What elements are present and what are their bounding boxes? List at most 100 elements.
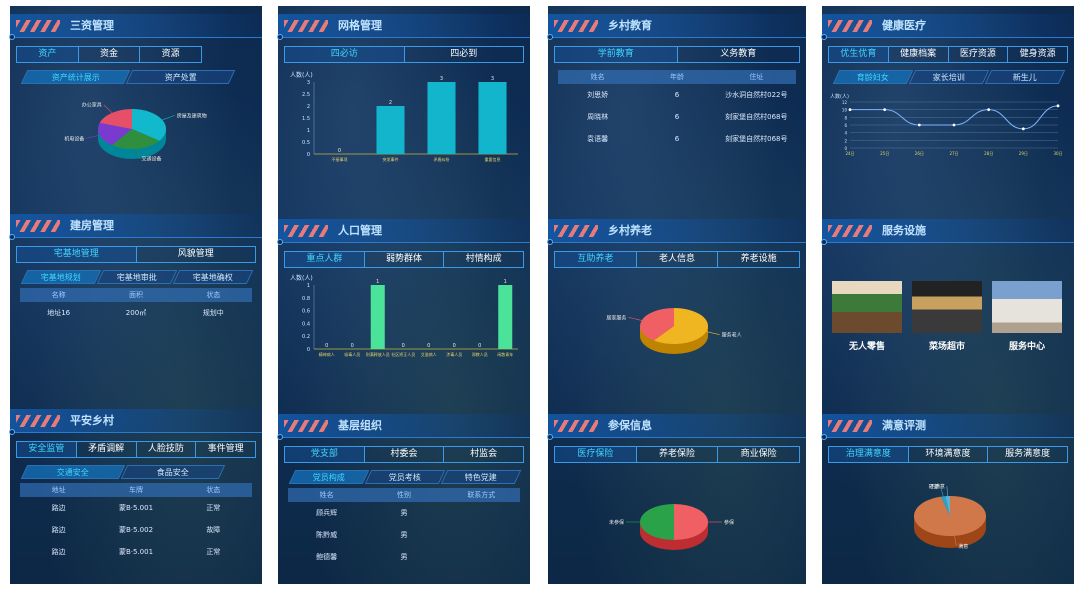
pie-slice [674, 504, 708, 540]
table-row[interactable]: 地址16 200㎡ 规划中 [20, 302, 252, 324]
tab-vulnerable-groups[interactable]: 弱势群体 [365, 252, 445, 267]
tab-village-committee[interactable]: 村委会 [365, 447, 445, 462]
subtab-food[interactable]: 食品安全 [120, 465, 226, 479]
table-row[interactable]: 陈黔威 男 [288, 524, 520, 546]
bar [370, 285, 385, 349]
tab-pension-insurance[interactable]: 养老保险 [637, 447, 719, 462]
tab-four-arrivals[interactable]: 四必到 [450, 49, 478, 59]
label-leader [86, 134, 100, 139]
tab-events[interactable]: 事件管理 [207, 444, 244, 454]
subtab-newborn[interactable]: 新生儿 [984, 70, 1066, 84]
y-tick-label: 0.2 [302, 334, 310, 340]
cell: 顾兵辉 [316, 509, 338, 517]
stripe-icon [828, 225, 872, 237]
tab-village-composition[interactable]: 村情构成 [465, 254, 502, 264]
table-header: 姓名 性别 联系方式 [288, 488, 520, 502]
panel-title: 基层组织 [338, 419, 382, 432]
data-label: 3 [440, 76, 443, 82]
tab-compulsory[interactable]: 义务教育 [720, 49, 757, 59]
corner-dot-icon [547, 34, 553, 40]
x-tick-label: 闲散青年 [497, 351, 513, 357]
unmanned-retail-image[interactable] [832, 281, 902, 333]
table-row[interactable]: 袁语馨 6 刻家堡自然村068号 [558, 128, 796, 150]
stripe-icon [284, 225, 328, 237]
subtab-asset-stats[interactable]: 资产统计展示 [20, 70, 131, 84]
subtab-party-assessment[interactable]: 党员考核 [364, 470, 446, 484]
tab-service-satisfaction[interactable]: 服务满意度 [1005, 449, 1051, 459]
tab-funds[interactable]: 资金 [79, 47, 141, 62]
cell: 男 [400, 553, 408, 561]
y-tick-label: 12 [842, 100, 848, 105]
pie-slice [640, 504, 674, 540]
panel-facilities: 服务设施 无人零售 菜场超市 服务中心 [821, 211, 1074, 401]
table-row[interactable]: 鲍德馨 男 [288, 546, 520, 568]
y-tick-label: 10 [842, 108, 848, 113]
tab-eugenics[interactable]: 优生优育 [829, 47, 889, 62]
table-row[interactable]: 周晓林 6 刻家堡自然村068号 [558, 106, 796, 128]
tab-environment-satisfaction[interactable]: 环境满意度 [909, 447, 989, 462]
subtab-party-building[interactable]: 特色党建 [440, 470, 522, 484]
tab-safety-supervision[interactable]: 安全监管 [17, 442, 77, 457]
x-tick-label: 涉毒人员 [446, 351, 462, 357]
tab-homestead[interactable]: 宅基地管理 [17, 247, 137, 262]
cell [443, 502, 520, 524]
subtab-childbearing-women[interactable]: 育龄妇女 [832, 70, 914, 84]
table-row[interactable]: 路边 蒙B·5.001 正常 [20, 497, 252, 519]
tab-fitness-resources[interactable]: 健身资源 [1019, 49, 1056, 59]
table-row[interactable]: 顾兵辉 男 [288, 502, 520, 524]
tab-assets[interactable]: 资产 [17, 47, 79, 62]
column-4: 健康医疗 优生优育 健康档案 医疗资源 健身资源 育龄妇女 家长培训 新生儿 人… [821, 6, 1074, 584]
label-leader [137, 148, 140, 159]
tab-elder-info[interactable]: 老人信息 [637, 252, 719, 267]
stripe-icon [16, 415, 60, 427]
subtab-homestead-rights[interactable]: 宅基地确权 [172, 270, 254, 284]
x-tick-label: 突发事件 [383, 156, 399, 162]
tab-four-visits[interactable]: 四必访 [285, 47, 405, 62]
tab-governance-satisfaction[interactable]: 治理满意度 [829, 447, 909, 462]
tab-key-groups[interactable]: 重点人群 [285, 252, 365, 267]
cell [443, 546, 520, 568]
subtab-homestead-plan[interactable]: 宅基地规划 [20, 270, 102, 284]
data-point [987, 108, 991, 112]
y-axis-label: 人数(人) [290, 274, 313, 282]
tab-style[interactable]: 风貌管理 [177, 249, 214, 259]
tab-face-security[interactable]: 人脸技防 [137, 442, 197, 457]
market-image[interactable] [912, 281, 982, 333]
tab-preschool[interactable]: 学前教育 [555, 47, 678, 62]
tab-medical-resources[interactable]: 医疗资源 [949, 47, 1009, 62]
tab-care-facilities[interactable]: 养老设施 [740, 254, 777, 264]
subtab-homestead-approval[interactable]: 宅基地审批 [96, 270, 178, 284]
y-tick-label: 0.4 [302, 321, 310, 327]
cell: 路边 [51, 548, 66, 556]
x-tick-label: 艾滋病人 [421, 351, 437, 357]
tab-medical-insurance[interactable]: 医疗保险 [555, 447, 637, 462]
tab-supervision-committee[interactable]: 村监会 [470, 449, 498, 459]
tab-mediation[interactable]: 矛盾调解 [77, 442, 137, 457]
y-tick-label: 0.5 [302, 140, 310, 146]
grid-bar-chart: 人数(人) 0 0.5 1 1.5 2 2.5 3 0 不接事项 2 突发事件 3 矛盾纠纷 3 重要信息 [290, 71, 518, 162]
table-row[interactable]: 路边 蒙B·5.002 故障 [20, 519, 252, 541]
insurance-pie-chart: 参保 未参保 [609, 504, 734, 550]
tab-health-records[interactable]: 健康档案 [889, 47, 949, 62]
data-label: 0 [478, 343, 481, 349]
cell: 正常 [206, 548, 221, 556]
subtab-traffic[interactable]: 交通安全 [20, 465, 126, 479]
table-row[interactable]: 刘思娇 6 沙水洞自然村022号 [558, 84, 796, 106]
subtab-asset-disposal[interactable]: 资产处置 [125, 70, 236, 84]
y-tick-label: 2 [844, 138, 847, 143]
pie-slice [98, 122, 132, 146]
service-center-image[interactable] [992, 281, 1062, 333]
subtab-parent-training[interactable]: 家长培训 [908, 70, 990, 84]
tab-commercial-insurance[interactable]: 商业保险 [740, 449, 777, 459]
tab-mutual-care[interactable]: 互助养老 [555, 252, 637, 267]
stripe-icon [16, 20, 60, 32]
tab-resources[interactable]: 资源 [161, 49, 180, 59]
subtab-party-members[interactable]: 党员构成 [288, 470, 370, 484]
slice-label: 机电设备 [64, 135, 84, 142]
tab-party-branch[interactable]: 党支部 [285, 447, 365, 462]
slice-label: 房屋及建筑物 [177, 112, 207, 119]
stripe-icon [284, 20, 328, 32]
table-row[interactable]: 路边 蒙B·5.001 正常 [20, 541, 252, 563]
corner-dot-icon [821, 434, 827, 440]
